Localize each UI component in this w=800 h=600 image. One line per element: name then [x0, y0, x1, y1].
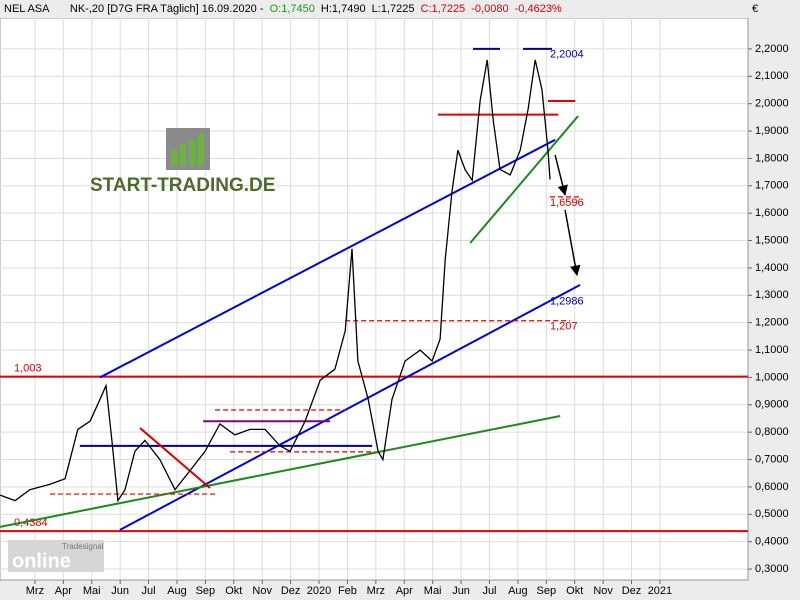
header-bar [0, 0, 800, 18]
y-tick-label: 1,9000 [755, 125, 789, 137]
change: -0,0080 [471, 3, 508, 15]
level-label: 1,6596 [550, 197, 584, 209]
trend-line [139, 427, 211, 489]
x-tick-label: Jun [111, 585, 129, 597]
x-tick-label: Jul [142, 585, 156, 597]
x-tick-label: Sep [537, 585, 557, 597]
y-tick-label: 1,2000 [755, 317, 789, 329]
level-label: 2,2004 [550, 49, 584, 61]
x-tick-label: Mai [424, 585, 442, 597]
change-pct: -0,4623% [515, 3, 562, 15]
header: NEL ASA NK-,20 [D7G FRA Täglich] 16.09.2… [4, 3, 562, 15]
vendor-box [8, 540, 104, 572]
x-tick-label: 2021 [648, 585, 672, 597]
open: O:1,7450 [270, 3, 315, 15]
trend-line [119, 284, 581, 531]
x-tick-label: Jul [482, 585, 496, 597]
x-tick-label: Sep [196, 585, 216, 597]
y-tick-label: 1,6000 [755, 207, 789, 219]
arrow [564, 209, 581, 277]
high: H:1,7490 [321, 3, 366, 15]
x-tick-label: 2020 [307, 585, 331, 597]
y-tick-label: 0,6000 [755, 481, 789, 493]
plot-area [0, 17, 749, 581]
level-label: 1,2986 [550, 296, 584, 308]
close: C:1,7225 [421, 3, 466, 15]
y-tick-label: 1,8000 [755, 152, 789, 164]
y-tick-label: 2,1000 [755, 70, 789, 82]
y-tick-label: 0,5000 [755, 508, 789, 520]
x-tick-label: Okt [225, 585, 242, 597]
x-tick-label: Nov [593, 585, 613, 597]
currency: € [752, 3, 758, 15]
y-tick-label: 0,7000 [755, 453, 789, 465]
x-tick-label: Mai [83, 585, 101, 597]
y-tick-label: 1,3000 [755, 289, 789, 301]
y-tick-label: 0,9000 [755, 399, 789, 411]
x-tick-label: Feb [338, 585, 357, 597]
y-tick-label: 0,8000 [755, 426, 789, 438]
trend-line [469, 115, 579, 244]
y-tick-label: 2,0000 [755, 98, 789, 110]
x-tick-label: Mrz [26, 585, 44, 597]
logo-bar [198, 134, 204, 166]
level-label: 1,003 [14, 363, 42, 375]
x-tick-label: Nov [252, 585, 272, 597]
x-tick-label: Apr [396, 585, 413, 597]
y-tick-label: 1,1000 [755, 344, 789, 356]
y-tick-label: 0,3000 [755, 563, 789, 575]
y-tick-label: 2,2000 [755, 43, 789, 55]
y-tick-label: 1,4000 [755, 262, 789, 274]
y-tick-label: 1,5000 [755, 234, 789, 246]
brand: START-TRADING.DE [90, 175, 275, 196]
x-tick-label: Okt [566, 585, 583, 597]
low: L:1,7225 [372, 3, 415, 15]
vendor: Tradesignal [62, 542, 104, 551]
level-label: 1,207 [550, 321, 578, 333]
x-tick-label: Apr [55, 585, 72, 597]
y-tick-label: 0,4000 [755, 536, 789, 548]
vendor-mark: online [12, 550, 71, 572]
x-tick-label: Jun [452, 585, 470, 597]
logo-bar [180, 144, 186, 166]
x-tick-label: Aug [167, 585, 187, 597]
info: NK-,20 [D7G FRA Täglich] 16.09.2020 - [70, 3, 264, 15]
y-tick-label: 1,7000 [755, 180, 789, 192]
x-tick-label: Mrz [367, 585, 385, 597]
x-tick-label: Aug [508, 585, 528, 597]
symbol: NEL ASA [4, 3, 50, 15]
logo-bar [189, 140, 195, 166]
y-tick-label: 1,0000 [755, 371, 789, 383]
trend-line [99, 138, 556, 379]
x-tick-label: Dez [622, 585, 642, 597]
x-tick-label: Dez [281, 585, 301, 597]
trend-line [0, 415, 561, 528]
arrow [554, 154, 568, 196]
logo: START-TRADING.DE Tradesignal online [8, 128, 275, 572]
logo-bar [171, 150, 177, 166]
price-line [0, 59, 551, 503]
